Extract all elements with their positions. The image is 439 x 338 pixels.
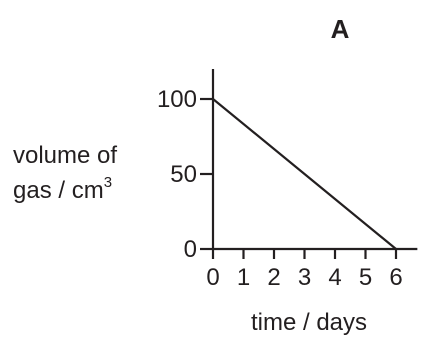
x-axis-label: time / days xyxy=(251,309,367,336)
y-tick-label: 0 xyxy=(184,236,197,263)
y-tick-label: 100 xyxy=(157,86,197,113)
x-tick-label: 3 xyxy=(298,264,311,291)
x-tick-label: 2 xyxy=(267,264,280,291)
chart-title: A xyxy=(331,14,350,44)
y-axis-label-superscript: 3 xyxy=(104,174,112,191)
x-tick-label: 1 xyxy=(237,264,250,291)
series xyxy=(212,98,397,250)
y-axis-label-line2: gas / cm3 xyxy=(13,174,112,204)
x-tick-label: 4 xyxy=(328,264,341,291)
y-axis-label-unit: gas / cm xyxy=(13,177,104,204)
x-tick-label: 5 xyxy=(359,264,372,291)
ticks xyxy=(200,97,398,259)
x-tick-label: 0 xyxy=(206,264,219,291)
axes xyxy=(211,69,418,251)
y-tick-label: 50 xyxy=(170,161,197,188)
x-tick-label: 6 xyxy=(389,264,402,291)
series-line xyxy=(212,98,397,250)
y-axis-label-line1: volume of xyxy=(13,142,117,169)
